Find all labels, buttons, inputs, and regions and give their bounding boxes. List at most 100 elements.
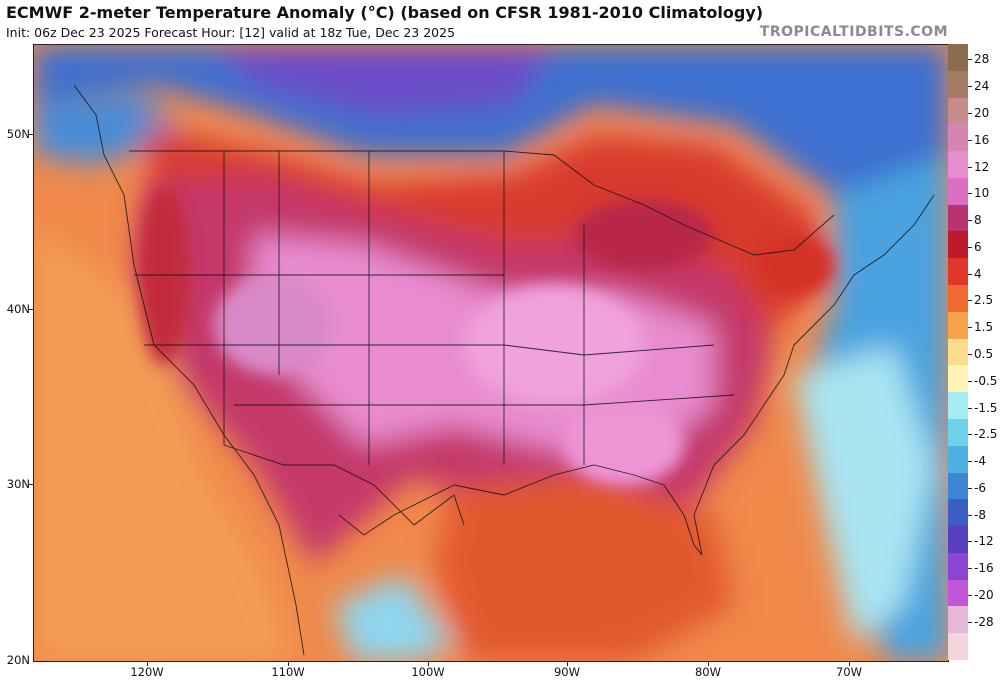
colorbar-tick xyxy=(968,166,972,168)
us-canada-border xyxy=(129,150,835,256)
lat-tick xyxy=(28,134,33,135)
colorbar-swatch xyxy=(948,231,968,259)
colorbar-tick xyxy=(968,246,972,248)
lat-label-50n: 50N xyxy=(6,127,30,141)
chart-title: ECMWF 2-meter Temperature Anomaly (°C) (… xyxy=(6,3,764,22)
great-lakes-red-blob xyxy=(574,200,714,270)
colorbar-swatch xyxy=(948,579,968,607)
colorbar-label: 28 xyxy=(974,52,990,67)
southeast-pink-blob xyxy=(564,405,684,485)
colorbar-label: 4 xyxy=(974,266,982,281)
colorbar-label: 2.5 xyxy=(974,293,994,308)
lon-tick xyxy=(428,661,429,666)
colorbar-label: 20 xyxy=(974,105,990,120)
colorbar-label: -4 xyxy=(974,454,986,469)
lon-label-100w: 100W xyxy=(411,665,445,679)
atlantic-pale-field xyxy=(794,345,934,645)
lat-tick xyxy=(28,309,33,310)
colorbar-swatch xyxy=(948,44,968,72)
colorbar-swatch xyxy=(948,177,968,206)
colorbar-swatch xyxy=(948,552,968,581)
colorbar-tick xyxy=(968,354,972,355)
colorbar-label: -0.5 xyxy=(974,373,998,388)
colorbar-label: -20 xyxy=(974,588,994,603)
colorbar-swatch xyxy=(948,124,968,152)
colorbar-label: 0.5 xyxy=(974,347,994,361)
colorbar-tick xyxy=(968,434,972,436)
us-mexico-border xyxy=(223,444,465,526)
chart-subtitle: Init: 06z Dec 23 2025 Forecast Hour: [12… xyxy=(6,25,456,40)
lon-label-80w: 80W xyxy=(694,665,722,679)
gulf-warm-field xyxy=(434,475,734,661)
colorbar-tick xyxy=(968,461,972,463)
lon-tick xyxy=(288,661,289,666)
colorbar-tick xyxy=(968,541,972,543)
colorbar-label: -16 xyxy=(974,561,994,576)
colorbar-label: 12 xyxy=(974,159,990,174)
colorbar-swatch xyxy=(948,285,968,313)
lon-label-90w: 90W xyxy=(553,665,581,679)
new-england-red-blob xyxy=(754,235,834,295)
colorbar-swatch xyxy=(948,70,968,99)
colorbar-tick xyxy=(968,407,972,409)
colorbar-label: -2.5 xyxy=(974,427,998,442)
lon-label-110w: 110W xyxy=(271,665,305,679)
colorbar-tick xyxy=(968,86,972,88)
colorbar-swatch xyxy=(948,204,968,232)
lat-label-40n: 40N xyxy=(6,302,30,316)
colorbar-swatch xyxy=(948,606,968,634)
colorbar-swatch xyxy=(948,526,968,554)
brand-watermark: TROPICALTIDBITS.COM xyxy=(759,24,948,40)
colorbar-swatch xyxy=(948,472,968,500)
plains-pink-blob xyxy=(464,285,644,405)
anomaly-map xyxy=(33,44,949,662)
lon-tick xyxy=(849,661,850,666)
lon-label-70w: 70W xyxy=(835,665,863,679)
colorbar-label: -8 xyxy=(974,507,986,522)
colorbar-tick xyxy=(968,139,972,141)
pacific-warm-field xyxy=(34,225,294,661)
colorbar-swatch xyxy=(948,445,968,474)
colorbar-swatch xyxy=(948,151,968,179)
colorbar-tick xyxy=(968,273,972,275)
political-boundaries xyxy=(73,84,935,656)
colorbar-swatch xyxy=(948,311,968,340)
colorbar-tick xyxy=(968,568,972,570)
colorbar-swatch xyxy=(948,499,968,527)
colorbar-swatch xyxy=(948,365,968,393)
lat-label-20n: 20N xyxy=(6,653,30,667)
colorbar-swatch xyxy=(948,97,968,125)
colorbar-label: -6 xyxy=(974,480,986,495)
colorbar-label: -12 xyxy=(974,534,994,549)
colorbar-tick xyxy=(968,112,972,114)
colorbar-label: 16 xyxy=(974,132,990,147)
lon-tick xyxy=(567,661,568,666)
colorbar-label: -1.5 xyxy=(974,400,998,415)
colorbar xyxy=(948,44,968,661)
colorbar-tick xyxy=(968,487,972,489)
arctic-purple-field xyxy=(214,45,554,115)
colorbar-tick xyxy=(968,193,972,195)
colorbar-label: 10 xyxy=(974,186,990,201)
colorbar-tick xyxy=(968,220,972,222)
lon-tick xyxy=(708,661,709,666)
great-basin-blob xyxy=(214,275,334,375)
lon-label-120w: 120W xyxy=(130,665,164,679)
state-line-7 xyxy=(144,344,715,356)
colorbar-label: 8 xyxy=(974,213,982,228)
colorbar-swatch xyxy=(948,258,968,286)
colorbar-swatch xyxy=(948,633,968,661)
colorbar-tick xyxy=(968,621,972,623)
lat-label-30n: 30N xyxy=(6,477,30,491)
colorbar-tick xyxy=(968,327,972,329)
colorbar-tick xyxy=(968,59,972,61)
lat-tick xyxy=(28,484,33,485)
colorbar-tick xyxy=(968,300,972,302)
lon-tick xyxy=(147,661,148,666)
mexico-pale-field xyxy=(334,575,454,661)
colorbar-swatch xyxy=(948,418,968,447)
colorbar-label: 1.5 xyxy=(974,320,994,335)
colorbar-swatch xyxy=(948,338,968,366)
colorbar-tick xyxy=(968,514,972,516)
pacific-nw-cold-field xyxy=(34,95,184,165)
